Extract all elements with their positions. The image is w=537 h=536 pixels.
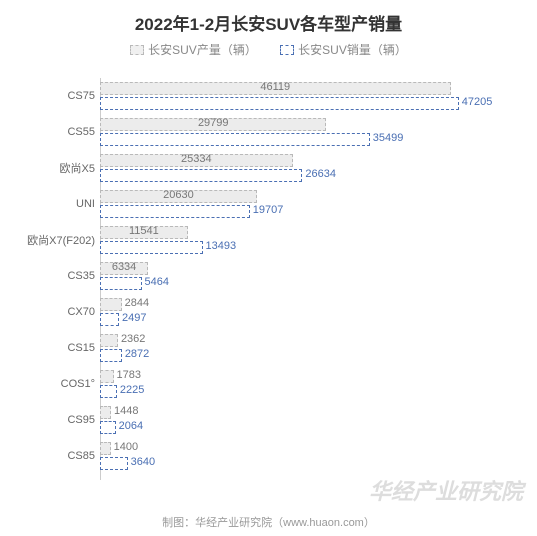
value-label-sales: 3640 — [131, 456, 155, 468]
chart-title: 2022年1-2月长安SUV各车型产销量 — [0, 0, 537, 35]
category-label: CS55 — [10, 126, 95, 138]
bar-sales — [100, 385, 117, 398]
legend-item-production: 长安SUV产量（辆） — [130, 41, 257, 58]
value-label-production: 1783 — [117, 369, 141, 381]
value-label-sales: 2225 — [120, 384, 144, 396]
legend-label-sales: 长安SUV销量（辆） — [298, 41, 407, 58]
bar-sales — [100, 133, 370, 146]
bar-row: UNI2063019707 — [100, 186, 520, 222]
bar-production — [100, 370, 114, 383]
bar-row: CS9514482064 — [100, 402, 520, 438]
chart-container: 2022年1-2月长安SUV各车型产销量 长安SUV产量（辆） 长安SUV销量（… — [0, 0, 537, 536]
legend-label-production: 长安SUV产量（辆） — [148, 41, 257, 58]
bar-production — [100, 298, 122, 311]
value-label-sales: 26634 — [305, 168, 336, 180]
bar-production — [100, 442, 111, 455]
bar-sales — [100, 97, 459, 110]
value-label-production: 1400 — [114, 441, 138, 453]
legend-item-sales: 长安SUV销量（辆） — [280, 41, 407, 58]
bar-sales — [100, 241, 203, 254]
bar-row: CS8514003640 — [100, 438, 520, 474]
value-label-production: 25334 — [181, 153, 212, 165]
value-label-production: 29799 — [198, 117, 229, 129]
bar-sales — [100, 277, 142, 290]
value-label-production: 2844 — [125, 297, 149, 309]
bar-production — [100, 406, 111, 419]
value-label-production: 2362 — [121, 333, 145, 345]
value-label-sales: 2497 — [122, 312, 146, 324]
category-label: CS75 — [10, 90, 95, 102]
bar-row: CX7028442497 — [100, 294, 520, 330]
bar-row: COS1°17832225 — [100, 366, 520, 402]
value-label-sales: 5464 — [145, 276, 169, 288]
category-label: UNI — [10, 198, 95, 210]
bar-sales — [100, 349, 122, 362]
value-label-sales: 35499 — [373, 132, 404, 144]
category-label: CS85 — [10, 450, 95, 462]
legend: 长安SUV产量（辆） 长安SUV销量（辆） — [0, 41, 537, 58]
value-label-production: 11541 — [129, 225, 159, 237]
category-label: CS35 — [10, 270, 95, 282]
value-label-production: 46119 — [260, 81, 290, 93]
bar-row: 欧尚X7(F202)1154113493 — [100, 222, 520, 258]
bar-production — [100, 334, 118, 347]
category-label: CS15 — [10, 342, 95, 354]
legend-swatch-sales — [280, 45, 294, 55]
value-label-sales: 2872 — [125, 348, 149, 360]
value-label-sales: 2064 — [119, 420, 143, 432]
category-label: 欧尚X7(F202) — [10, 232, 95, 248]
bar-row: CS1523622872 — [100, 330, 520, 366]
bar-row: 欧尚X52533426634 — [100, 150, 520, 186]
value-label-sales: 19707 — [253, 204, 284, 216]
bar-sales — [100, 205, 250, 218]
source-caption: 制图：华经产业研究院（www.huaon.com） — [0, 514, 537, 530]
category-label: CX70 — [10, 306, 95, 318]
bar-row: CS754611947205 — [100, 78, 520, 114]
category-label: 欧尚X5 — [10, 160, 95, 176]
bar-sales — [100, 313, 119, 326]
bar-sales — [100, 169, 302, 182]
value-label-production: 20630 — [163, 189, 194, 201]
bar-sales — [100, 457, 128, 470]
value-label-production: 1448 — [114, 405, 138, 417]
value-label-production: 6334 — [112, 261, 136, 273]
category-label: COS1° — [10, 378, 95, 390]
plot-area: CS754611947205CS552979935499欧尚X525334266… — [100, 78, 520, 498]
bar-sales — [100, 421, 116, 434]
bar-row: CS3563345464 — [100, 258, 520, 294]
category-label: CS95 — [10, 414, 95, 426]
legend-swatch-production — [130, 45, 144, 55]
value-label-sales: 47205 — [462, 96, 493, 108]
value-label-sales: 13493 — [206, 240, 237, 252]
bar-row: CS552979935499 — [100, 114, 520, 150]
